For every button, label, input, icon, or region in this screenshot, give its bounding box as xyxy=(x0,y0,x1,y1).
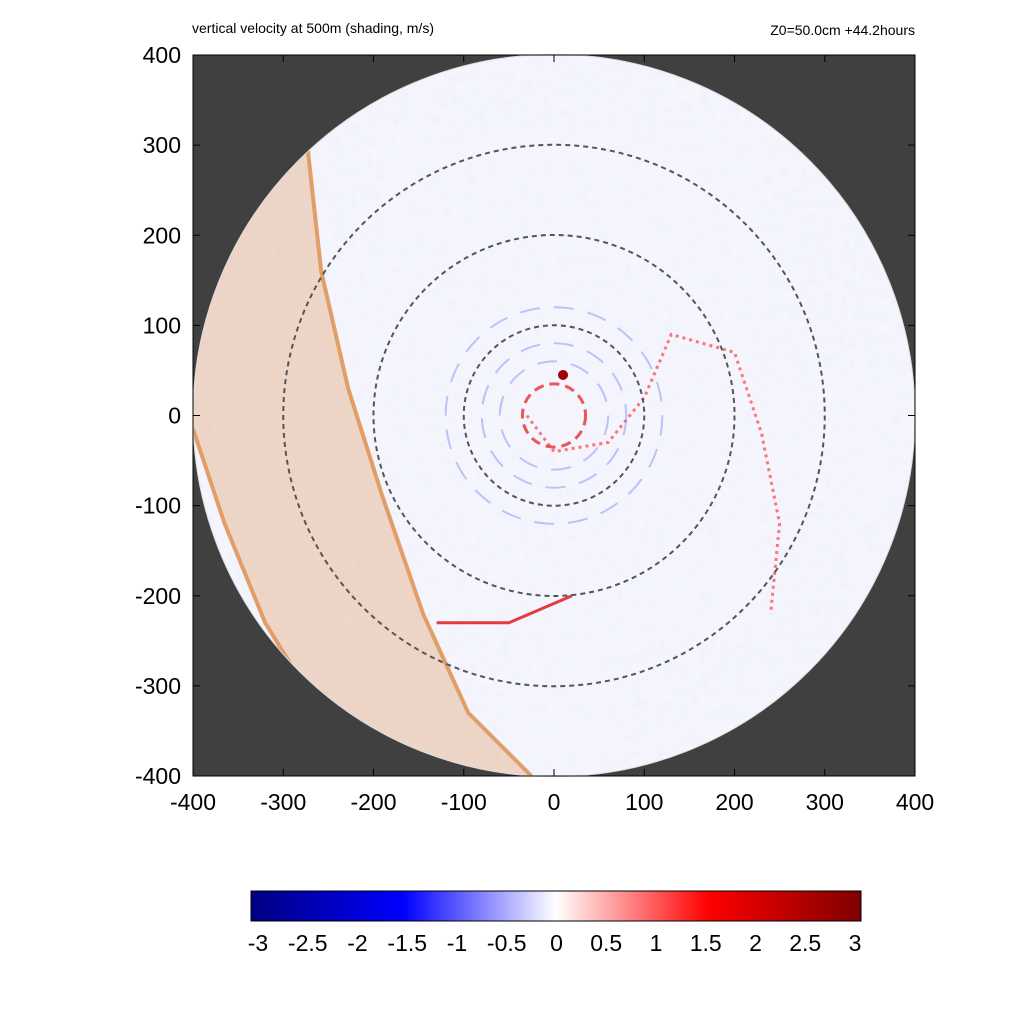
colorbar-tick-label: -2.5 xyxy=(288,930,328,956)
updraft-maximum xyxy=(558,369,569,380)
colorbar-tick-label: 1.5 xyxy=(690,930,722,956)
x-axis: -400 -300 -200 -100 0 100 200 300 400 xyxy=(170,55,934,815)
colorbar-tick-label: -1.5 xyxy=(387,930,427,956)
x-tick-label: -300 xyxy=(260,789,306,815)
eyewall-updraft xyxy=(520,382,588,449)
range-rings xyxy=(282,143,826,688)
coastline-near xyxy=(305,147,533,777)
colorbar-tick-label: 0.5 xyxy=(590,930,622,956)
y-tick-label: -100 xyxy=(135,493,181,519)
y-tick-label: -300 xyxy=(135,673,181,699)
x-tick-label: 0 xyxy=(548,789,561,815)
updraft-spiral-band xyxy=(525,332,782,614)
colorbar-tick-label: -3 xyxy=(248,930,268,956)
y-tick-label: 100 xyxy=(143,312,181,338)
colorbar-tick-label: -1 xyxy=(447,930,467,956)
chart-subtitle: Z0=50.0cm +44.2hours xyxy=(770,22,915,38)
colorbar-tick-label: 3 xyxy=(849,930,862,956)
southern-rainband xyxy=(436,594,573,625)
range-ring-100 xyxy=(462,324,646,507)
y-tick-label: -400 xyxy=(135,763,181,789)
colorbar-tick-label: 0 xyxy=(550,930,563,956)
x-tick-label: 400 xyxy=(896,789,934,815)
range-ring-200 xyxy=(372,234,736,597)
x-tick-label: 100 xyxy=(625,789,663,815)
x-tick-label: 300 xyxy=(806,789,844,815)
colorbar-tick-label: 2.5 xyxy=(789,930,821,956)
y-axis: 400 300 200 100 0 -100 -200 -300 -400 xyxy=(135,42,915,789)
heatmap-field xyxy=(193,55,915,777)
colorbar xyxy=(250,890,862,922)
downdraft-arc xyxy=(444,306,664,525)
y-tick-label: -200 xyxy=(135,583,181,609)
y-tick-label: 200 xyxy=(143,222,181,248)
y-tick-label: 0 xyxy=(168,403,181,429)
chart-title: vertical velocity at 500m (shading, m/s) xyxy=(192,20,434,36)
range-ring-300 xyxy=(282,143,826,688)
x-tick-label: -400 xyxy=(170,789,216,815)
colorbar-tick-label: 1 xyxy=(650,930,663,956)
land-band xyxy=(193,118,532,776)
colorbar-tick-label: -2 xyxy=(347,930,367,956)
y-tick-label: 400 xyxy=(143,42,181,68)
downdraft-arc xyxy=(480,342,628,489)
x-tick-label: 200 xyxy=(715,789,753,815)
colorbar-tick-label: -0.5 xyxy=(487,930,527,956)
x-tick-label: -100 xyxy=(441,789,487,815)
colorbar-axis: -3 -2.5 -2 -1.5 -1 -0.5 0 0.5 1 1.5 2 2.5 3 xyxy=(248,930,862,956)
y-tick-label: 300 xyxy=(143,132,181,158)
downdraft-arc xyxy=(498,360,610,471)
x-tick-label: -200 xyxy=(350,789,396,815)
colorbar-tick-label: 2 xyxy=(749,930,762,956)
